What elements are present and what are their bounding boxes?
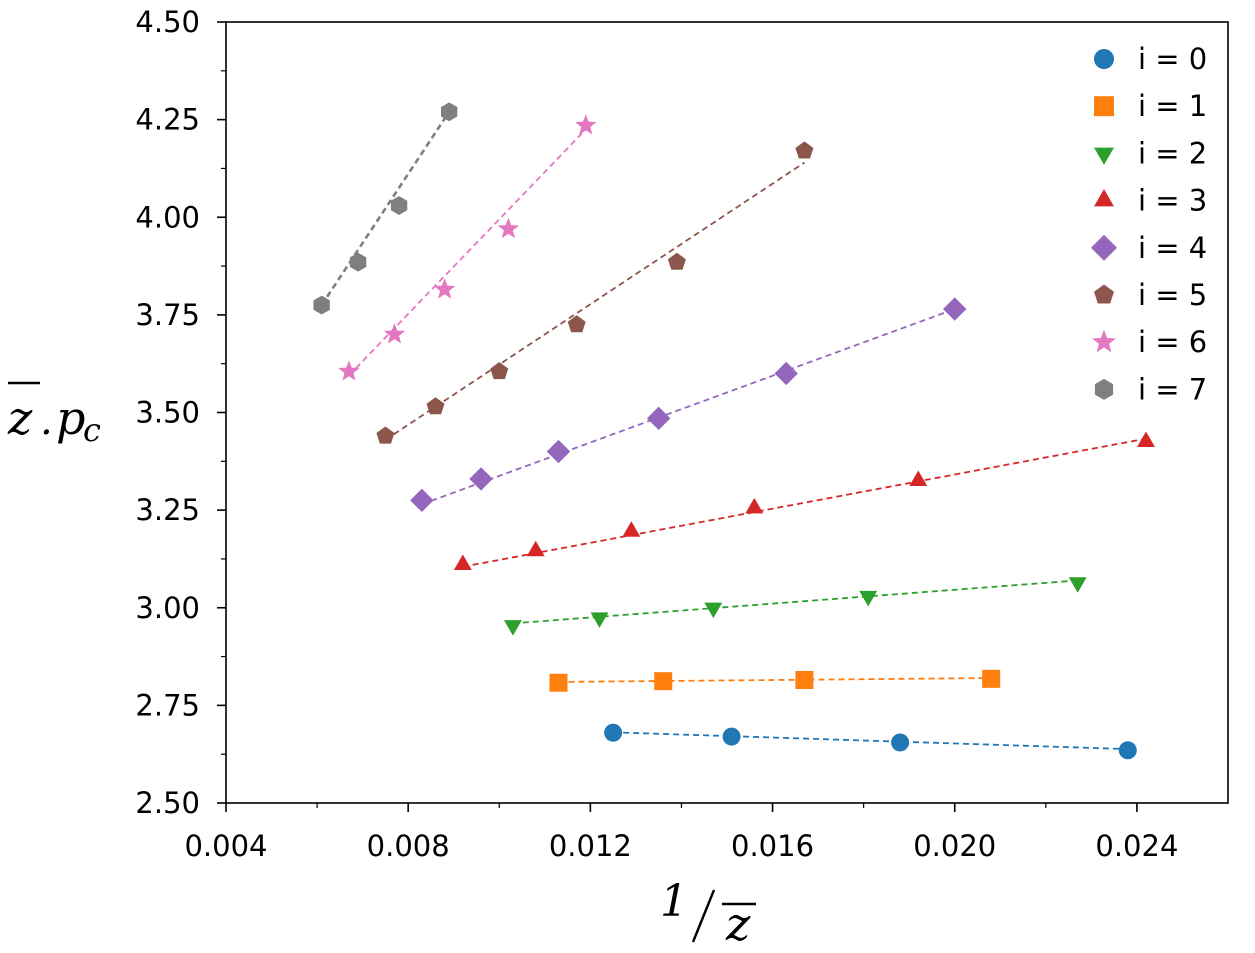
y-axis-title-dot: .	[40, 398, 53, 444]
data-point-series-6	[575, 114, 597, 135]
data-point-series-7	[349, 252, 367, 272]
plot-frame	[225, 21, 1229, 804]
data-point-series-5	[667, 252, 686, 270]
legend: i = 0 i = 1 i = 2 i = 3 i = 4 i = 5 i = 6 i = 7	[1091, 42, 1207, 406]
data-point-series-1	[982, 669, 1001, 688]
legend-label: i = 4	[1138, 231, 1207, 265]
data-point-series-4	[410, 488, 434, 513]
data-point-series-4	[469, 467, 493, 491]
y-axis-title-p: p	[56, 391, 85, 445]
legend-label: i = 5	[1138, 278, 1207, 312]
data-point-series-0	[891, 733, 910, 752]
y-axis-title: z . p c	[7, 381, 101, 449]
data-point-series-4	[646, 406, 671, 431]
data-point-series-7	[313, 295, 330, 315]
data-point-series-2	[704, 602, 723, 619]
y-tick-label: 3.50	[135, 396, 200, 430]
fit-line-series-7	[320, 111, 451, 306]
legend-marker-series-0	[1094, 49, 1114, 69]
data-point-series-5	[426, 397, 445, 415]
data-point-series-6	[433, 278, 456, 299]
data-point-series-3	[1137, 431, 1155, 447]
data-point-series-0	[722, 727, 741, 746]
y-tick-label: 4.00	[135, 200, 200, 234]
legend-marker-series-2	[1094, 147, 1114, 165]
data-point-series-6	[338, 360, 360, 381]
legend-label: i = 0	[1138, 42, 1207, 76]
data-point-series-3	[745, 497, 764, 514]
fit-line-series-5	[384, 161, 805, 441]
y-axis-title-variable: z	[7, 391, 33, 445]
x-tick-label: 0.016	[731, 829, 814, 863]
legend-label: i = 3	[1138, 184, 1207, 218]
data-point-series-4	[943, 297, 967, 321]
legend-label: i = 2	[1138, 136, 1207, 170]
data-point-series-5	[376, 426, 395, 444]
fit-line-series-6	[348, 128, 587, 377]
y-tick-label: 3.75	[135, 298, 200, 332]
data-point-series-1	[654, 672, 673, 691]
legend-marker-series-3	[1094, 189, 1114, 207]
x-tick-label: 0.020	[913, 829, 996, 863]
y-tick-label: 4.50	[135, 5, 200, 39]
data-point-series-4	[774, 361, 798, 386]
y-tick-label: 3.00	[135, 591, 200, 625]
x-axis-title-numerator: 1	[660, 876, 688, 927]
y-axis-title-subscript: c	[83, 411, 101, 449]
data-point-series-2	[590, 612, 609, 628]
legend-marker-series-5	[1094, 284, 1114, 304]
axis-ticks: 0.004 0.008 0.012 0.016 0.020 0.024 2.50 2.75 3.…	[135, 5, 1178, 863]
legend-label: i = 1	[1138, 89, 1207, 123]
data-point-series-0	[1118, 741, 1137, 760]
x-axis-title-slash	[691, 889, 716, 943]
fit-line-series-4	[421, 308, 956, 506]
y-tick-label: 2.50	[135, 786, 200, 820]
x-tick-label: 0.004	[184, 829, 267, 863]
x-axis-title-variable: z	[725, 897, 751, 951]
data-point-series-6	[383, 323, 406, 344]
legend-marker-series-4	[1091, 234, 1117, 261]
data-point-series-2	[1068, 577, 1087, 593]
fit-line-series-1	[558, 677, 992, 683]
fit-line-series-0	[613, 731, 1128, 751]
x-tick-label: 0.024	[1095, 829, 1178, 863]
y-tick-label: 4.25	[135, 103, 200, 137]
fit-line-series-3	[462, 437, 1147, 568]
fit-lines	[320, 111, 1147, 751]
data-point-series-0	[604, 723, 623, 742]
data-point-series-3	[526, 540, 545, 557]
data-point-series-3	[453, 554, 472, 570]
legend-marker-series-7	[1094, 378, 1114, 400]
data-point-series-7	[390, 196, 408, 215]
data-point-series-5	[795, 141, 814, 159]
legend-label: i = 7	[1138, 372, 1207, 406]
data-point-series-7	[440, 102, 458, 122]
data-point-series-5	[490, 362, 509, 380]
data-point-series-5	[567, 315, 586, 333]
data-point-series-2	[503, 620, 522, 636]
data-point-series-6	[497, 217, 520, 239]
data-point-series-4	[546, 439, 571, 464]
data-point-series-1	[795, 670, 814, 689]
x-tick-label: 0.008	[367, 829, 450, 863]
data-markers	[313, 102, 1155, 760]
x-axis-title: 1 z	[660, 876, 756, 951]
x-tick-label: 0.012	[549, 829, 632, 863]
data-point-series-1	[549, 673, 568, 692]
data-point-series-3	[909, 470, 928, 487]
legend-label: i = 6	[1138, 325, 1207, 359]
legend-marker-series-1	[1094, 96, 1114, 117]
y-tick-label: 2.75	[135, 688, 200, 722]
legend-marker-series-6	[1092, 329, 1116, 353]
data-point-series-2	[859, 590, 878, 607]
data-point-series-3	[622, 521, 641, 537]
fit-line-series-2	[512, 579, 1078, 625]
y-tick-label: 3.25	[135, 493, 200, 527]
